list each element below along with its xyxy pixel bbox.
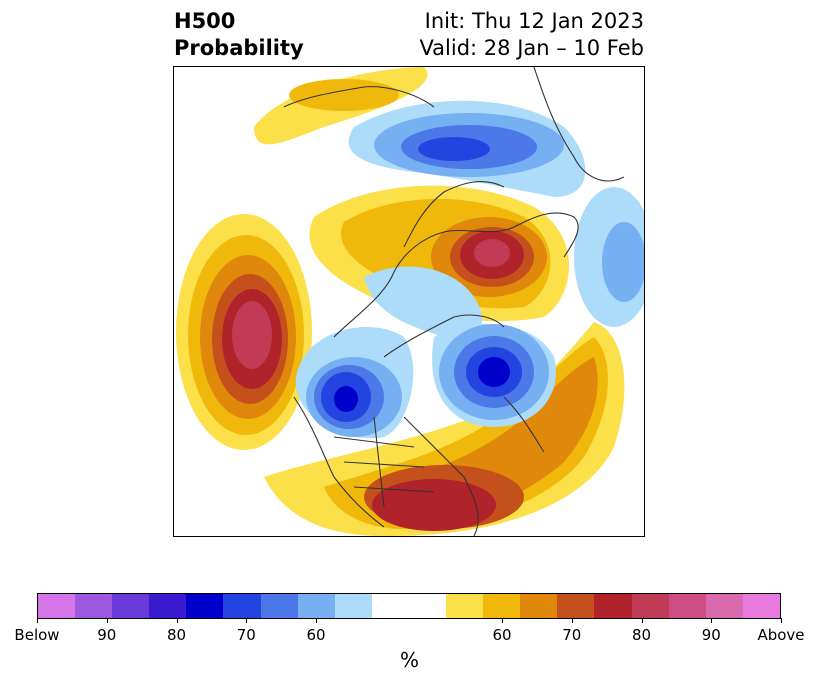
colorbar-swatch (631, 594, 669, 618)
coastlines (283, 67, 625, 536)
colorbar-tick-label: Below (14, 626, 60, 644)
colorbar-swatch (334, 594, 372, 618)
colorbar-swatch (223, 594, 261, 618)
western-na-below-anomaly (295, 327, 414, 439)
colorbar-tick-labels: Below 90 80 70 60 60 70 80 90 Above (14, 626, 804, 646)
colorbar-tick-mark (316, 618, 317, 623)
north-pacific-above-anomaly (176, 214, 312, 450)
valid-period: Valid: 28 Jan – 10 Feb (419, 36, 644, 60)
colorbar-tick-label: 90 (97, 626, 117, 644)
colorbar-swatch (446, 594, 484, 618)
colorbar-tick-mark (106, 618, 108, 623)
probability-colorbar (37, 593, 781, 619)
colorbar-swatch (520, 594, 558, 618)
colorbar-tick-mark (176, 618, 178, 623)
colorbar-swatch (483, 594, 521, 618)
colorbar-tick-label: 70 (562, 626, 582, 644)
atlantic-ridge-above-anomaly (264, 322, 625, 536)
colorbar-swatch (297, 594, 335, 618)
colorbar-tick-mark (246, 618, 248, 623)
southern-asia-below-anomaly (348, 100, 644, 327)
colorbar-unit-label: % (399, 648, 419, 672)
colorbar-swatch (260, 594, 298, 618)
colorbar-swatch (112, 594, 150, 618)
colorbar-swatch (668, 594, 706, 618)
colorbar-swatch (594, 594, 632, 618)
colorbar-tick-mark (502, 618, 503, 623)
colorbar-tick-label: 60 (492, 626, 512, 644)
colorbar-tick-mark (571, 618, 573, 623)
colorbar-tick-label: Above (757, 626, 805, 644)
colorbar-swatch (149, 594, 187, 618)
chart-title: H500 Probability (174, 8, 304, 62)
map-panel (173, 66, 645, 537)
colorbar-swatch (371, 594, 409, 618)
run-info: Init: Thu 12 Jan 2023 Valid: 28 Jan – 10… (419, 8, 644, 62)
colorbar-tick-label: 80 (166, 626, 187, 644)
colorbar-tick-label: 60 (306, 626, 326, 644)
colorbar-swatch (557, 594, 595, 618)
colorbar-swatch (742, 594, 780, 618)
colorbar-tick-label: 70 (236, 626, 256, 644)
colorbar-tick-mark (641, 618, 643, 623)
title-line-1: H500 (174, 9, 236, 33)
colorbar-tick-label: 80 (631, 626, 652, 644)
probability-map (176, 67, 644, 536)
colorbar-tick-label: 90 (701, 626, 721, 644)
colorbar-swatch (186, 594, 224, 618)
colorbar-swatch (75, 594, 113, 618)
colorbar-tick-mark (711, 618, 713, 623)
init-time: Init: Thu 12 Jan 2023 (424, 9, 644, 33)
colorbar-tick-mark (781, 618, 782, 623)
colorbar-swatch (408, 594, 447, 618)
europe-russia-above-anomaly (309, 185, 569, 322)
colorbar-swatch (38, 594, 76, 618)
title-line-2: Probability (174, 36, 304, 60)
arctic-below-anomaly (364, 266, 556, 427)
colorbar-swatch (705, 594, 743, 618)
colorbar-tick-mark (37, 618, 38, 623)
